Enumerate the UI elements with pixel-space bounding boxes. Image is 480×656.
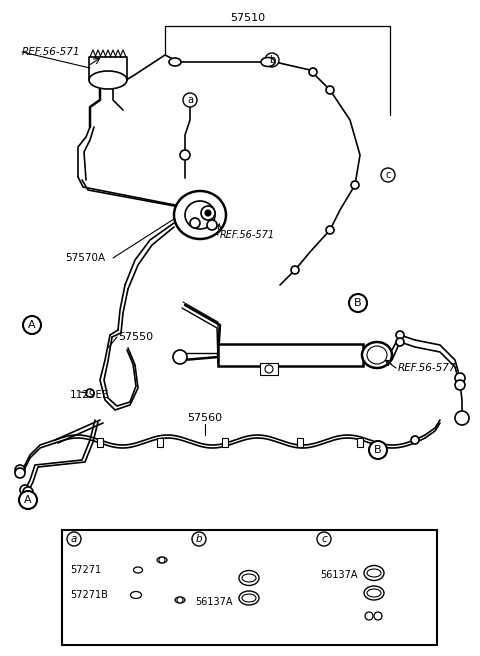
Ellipse shape <box>157 557 167 563</box>
Text: 56137A: 56137A <box>195 597 232 607</box>
Ellipse shape <box>367 569 381 577</box>
Ellipse shape <box>133 567 143 573</box>
Circle shape <box>180 150 190 160</box>
Text: b: b <box>269 55 275 65</box>
Bar <box>297 438 303 447</box>
Bar <box>260 363 278 375</box>
Circle shape <box>23 487 33 497</box>
Ellipse shape <box>169 58 181 66</box>
Bar <box>97 438 103 447</box>
Circle shape <box>19 491 37 509</box>
Circle shape <box>396 331 404 339</box>
Text: 1129EE: 1129EE <box>70 390 109 400</box>
Circle shape <box>86 389 94 397</box>
Circle shape <box>67 532 81 546</box>
Ellipse shape <box>367 589 381 597</box>
Circle shape <box>15 465 25 475</box>
Circle shape <box>455 411 469 425</box>
Circle shape <box>396 338 404 346</box>
Ellipse shape <box>362 342 392 368</box>
Circle shape <box>15 468 25 478</box>
Circle shape <box>349 294 367 312</box>
Text: 57510: 57510 <box>230 13 265 23</box>
Ellipse shape <box>89 71 127 89</box>
Circle shape <box>159 557 165 563</box>
Text: B: B <box>354 298 362 308</box>
Text: c: c <box>321 534 327 544</box>
Circle shape <box>205 210 211 216</box>
Ellipse shape <box>239 571 259 586</box>
Ellipse shape <box>242 594 256 602</box>
Text: 57560: 57560 <box>187 413 223 423</box>
Ellipse shape <box>367 346 387 364</box>
Circle shape <box>369 441 387 459</box>
Text: 57271: 57271 <box>70 565 101 575</box>
Circle shape <box>317 532 331 546</box>
Circle shape <box>201 206 215 220</box>
Circle shape <box>309 68 317 76</box>
Circle shape <box>173 350 187 364</box>
Text: REF.56-571: REF.56-571 <box>220 230 275 240</box>
Bar <box>157 438 163 447</box>
Bar <box>357 438 363 447</box>
Circle shape <box>326 226 334 234</box>
Ellipse shape <box>242 574 256 582</box>
Ellipse shape <box>174 191 226 239</box>
Circle shape <box>20 485 30 495</box>
Circle shape <box>381 168 395 182</box>
Text: REF.56-577: REF.56-577 <box>398 363 456 373</box>
Circle shape <box>374 612 382 620</box>
Circle shape <box>265 53 279 67</box>
Text: 57271B: 57271B <box>70 590 108 600</box>
Circle shape <box>265 365 273 373</box>
Circle shape <box>177 597 183 603</box>
Ellipse shape <box>239 591 259 605</box>
Text: c: c <box>385 170 391 180</box>
Text: REF.56-571: REF.56-571 <box>22 47 81 57</box>
Circle shape <box>411 436 419 444</box>
Text: a: a <box>187 95 193 105</box>
Text: 56137A: 56137A <box>320 570 358 580</box>
Bar <box>62 530 437 645</box>
Circle shape <box>207 220 217 230</box>
Circle shape <box>183 93 197 107</box>
Text: 57570A: 57570A <box>65 253 105 263</box>
Ellipse shape <box>185 201 215 229</box>
Text: B: B <box>374 445 382 455</box>
Ellipse shape <box>261 58 275 66</box>
Bar <box>222 438 228 447</box>
Circle shape <box>291 266 299 274</box>
Text: 57550: 57550 <box>118 332 153 342</box>
Circle shape <box>365 612 373 620</box>
Text: b: b <box>196 534 202 544</box>
Circle shape <box>351 181 359 189</box>
Text: A: A <box>24 495 32 505</box>
Ellipse shape <box>131 592 142 598</box>
Circle shape <box>326 86 334 94</box>
Circle shape <box>455 373 465 383</box>
Circle shape <box>23 316 41 334</box>
Circle shape <box>192 532 206 546</box>
Text: A: A <box>28 320 36 330</box>
Bar <box>218 344 363 366</box>
Circle shape <box>190 218 200 228</box>
Ellipse shape <box>175 597 185 603</box>
Circle shape <box>455 380 465 390</box>
Ellipse shape <box>364 565 384 581</box>
Text: a: a <box>71 534 77 544</box>
Ellipse shape <box>364 586 384 600</box>
